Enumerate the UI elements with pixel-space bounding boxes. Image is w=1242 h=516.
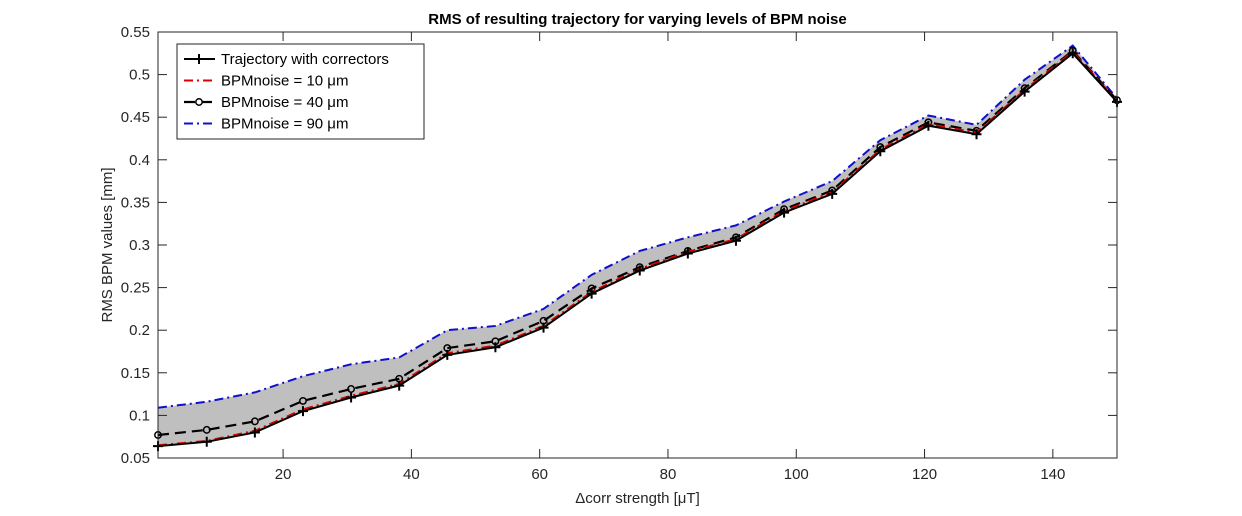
data-point	[827, 188, 838, 199]
data-point	[442, 349, 453, 360]
data-point	[201, 436, 212, 447]
y-axis-title: RMS BPM values [mm]	[99, 167, 116, 322]
y-tick-label: 0.55	[121, 24, 150, 41]
x-tick-label: 140	[1040, 466, 1065, 483]
data-point	[634, 265, 645, 276]
data-point	[682, 248, 693, 259]
data-point	[299, 396, 307, 405]
data-point	[347, 385, 356, 393]
x-tick-label: 20	[275, 466, 292, 483]
legend-label: BPMnoise = 90 μm	[221, 116, 348, 133]
data-point	[1067, 48, 1078, 59]
data-point	[730, 235, 741, 246]
legend-item: Trajectory with correctors	[184, 51, 389, 68]
data-point	[1019, 86, 1030, 97]
x-axis-title: Δcorr strength [μT]	[575, 490, 700, 507]
legend-marker	[194, 54, 204, 64]
legend-label: Trajectory with correctors	[221, 51, 389, 68]
data-point	[346, 392, 357, 403]
data-point	[538, 322, 549, 333]
x-tick-label: 60	[531, 466, 548, 483]
y-tick-label: 0.35	[121, 194, 150, 211]
legend-item: BPMnoise = 90 μm	[184, 116, 348, 133]
data-point	[250, 417, 259, 426]
series-0	[153, 48, 1122, 452]
data-point	[586, 288, 597, 299]
data-point	[971, 129, 982, 140]
data-point	[394, 380, 405, 391]
legend-item: BPMnoise = 40 μm	[184, 94, 348, 111]
x-tick-label: 100	[784, 466, 809, 483]
y-tick-label: 0.3	[129, 237, 150, 254]
y-tick-label: 0.1	[129, 407, 150, 424]
data-point	[297, 406, 308, 417]
x-tick-label: 40	[403, 466, 420, 483]
data-point	[249, 427, 260, 438]
legend-marker	[195, 98, 203, 106]
legend-item: BPMnoise = 10 μm	[184, 73, 348, 90]
data-point	[202, 425, 211, 434]
legend-label: BPMnoise = 40 μm	[221, 94, 348, 111]
y-tick-label: 0.15	[121, 365, 150, 382]
series-3	[157, 44, 1118, 409]
data-point	[490, 342, 501, 353]
data-point	[779, 207, 790, 218]
y-tick-label: 0.2	[129, 322, 150, 339]
data-point	[875, 146, 886, 157]
y-tick-label: 0.05	[121, 450, 150, 467]
data-point	[923, 120, 934, 131]
x-tick-label: 120	[912, 466, 937, 483]
legend: Trajectory with correctors BPMnoise = 10 …	[176, 43, 425, 140]
legend-label: BPMnoise = 10 μm	[221, 73, 348, 90]
x-tick-label: 80	[660, 466, 677, 483]
y-tick-label: 0.25	[121, 280, 150, 297]
y-tick-label: 0.5	[129, 67, 150, 84]
y-tick-label: 0.45	[121, 109, 150, 126]
series-line	[157, 44, 1118, 409]
y-tick-label: 0.4	[129, 152, 150, 169]
legend-box	[176, 43, 425, 140]
chart-title: RMS of resulting trajectory for varying …	[428, 11, 846, 28]
